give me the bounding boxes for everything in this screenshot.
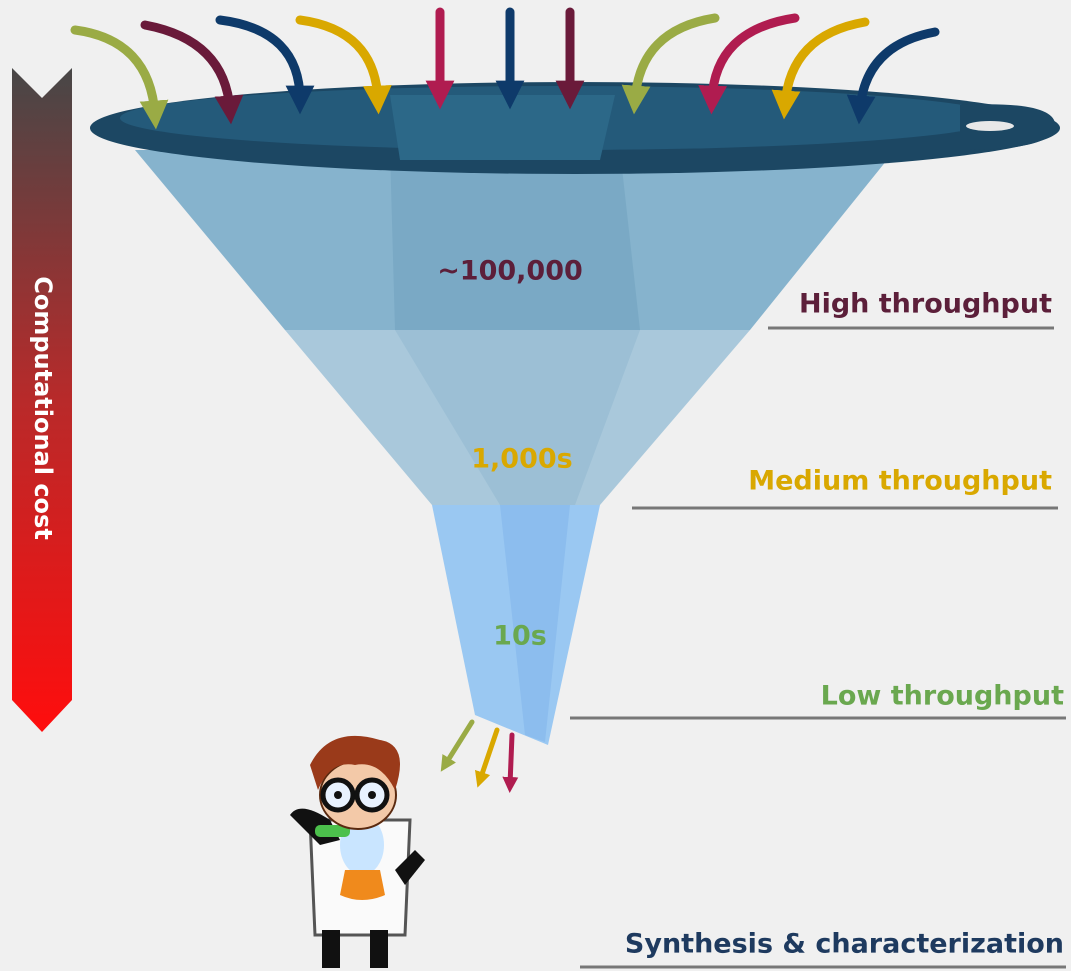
arrow bbox=[440, 719, 475, 772]
output-arrows bbox=[440, 719, 519, 793]
handle-hole bbox=[966, 121, 1014, 131]
arrow bbox=[295, 15, 392, 115]
funnel-middle-shade bbox=[395, 330, 640, 505]
scientist bbox=[290, 735, 425, 968]
arrow bbox=[215, 15, 315, 115]
arrow bbox=[846, 27, 940, 125]
funnel-top-shade bbox=[390, 150, 640, 330]
stage-count: ~100,000 bbox=[437, 256, 583, 287]
stage-count: 10s bbox=[493, 621, 547, 652]
stage-count: 1,000s bbox=[471, 444, 572, 475]
arrow bbox=[502, 732, 519, 793]
funnel-opening-shade bbox=[390, 95, 615, 160]
stage-label: High throughput bbox=[799, 289, 1052, 320]
arrow bbox=[698, 13, 800, 115]
arrow bbox=[771, 17, 870, 120]
cost-arrow bbox=[12, 68, 72, 732]
arrow bbox=[621, 13, 720, 115]
arrow bbox=[475, 727, 500, 788]
final-stage-label: Synthesis & characterization bbox=[625, 929, 1064, 960]
side-label: Computational cost bbox=[29, 276, 57, 540]
stage-label: Low throughput bbox=[821, 681, 1064, 712]
input-arrows bbox=[70, 7, 940, 130]
stage-label: Medium throughput bbox=[748, 466, 1052, 497]
arrow bbox=[70, 25, 169, 130]
arrow bbox=[140, 20, 244, 125]
funnel-spout-shade bbox=[500, 505, 570, 742]
